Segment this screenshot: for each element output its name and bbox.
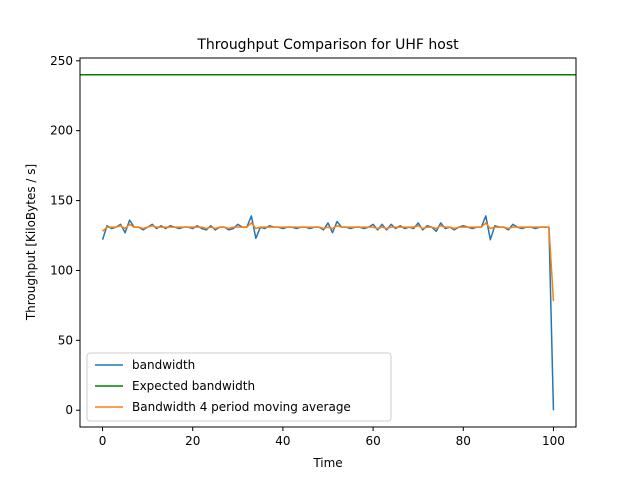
legend-label-2: Bandwidth 4 period moving average — [132, 400, 351, 414]
y-tick-label: 100 — [50, 263, 73, 277]
x-tick-label: 60 — [365, 434, 380, 448]
y-tick-label: 250 — [50, 54, 73, 68]
plot-frame — [79, 57, 577, 428]
series-line-2 — [102, 222, 555, 302]
legend-label-0: bandwidth — [132, 358, 195, 372]
y-tick-label: 50 — [58, 333, 73, 347]
y-axis-label: Throughput [KiloBytes / s] — [24, 164, 38, 321]
chart-title: Throughput Comparison for UHF host — [196, 37, 459, 53]
x-tick-label: 40 — [275, 434, 290, 448]
legend-label-1: Expected bandwidth — [132, 379, 255, 393]
x-tick-label: 100 — [542, 434, 565, 448]
y-axis: 0 50 100 150 200 250 — [50, 54, 80, 417]
legend-box — [86, 352, 392, 422]
series-layer — [80, 74, 576, 411]
y-tick-label: 200 — [50, 124, 73, 138]
y-tick-label: 150 — [50, 194, 73, 208]
x-tick-label: 0 — [99, 434, 107, 448]
plot-area — [80, 74, 576, 411]
x-axis: 0 20 40 60 80 100 — [99, 427, 565, 448]
y-tick-label: 0 — [65, 403, 73, 417]
x-tick-label: 20 — [185, 434, 200, 448]
x-axis-label: Time — [312, 456, 342, 470]
x-tick-label: 80 — [456, 434, 471, 448]
legend: bandwidth Expected bandwidth Bandwidth 4 p… — [86, 352, 392, 422]
